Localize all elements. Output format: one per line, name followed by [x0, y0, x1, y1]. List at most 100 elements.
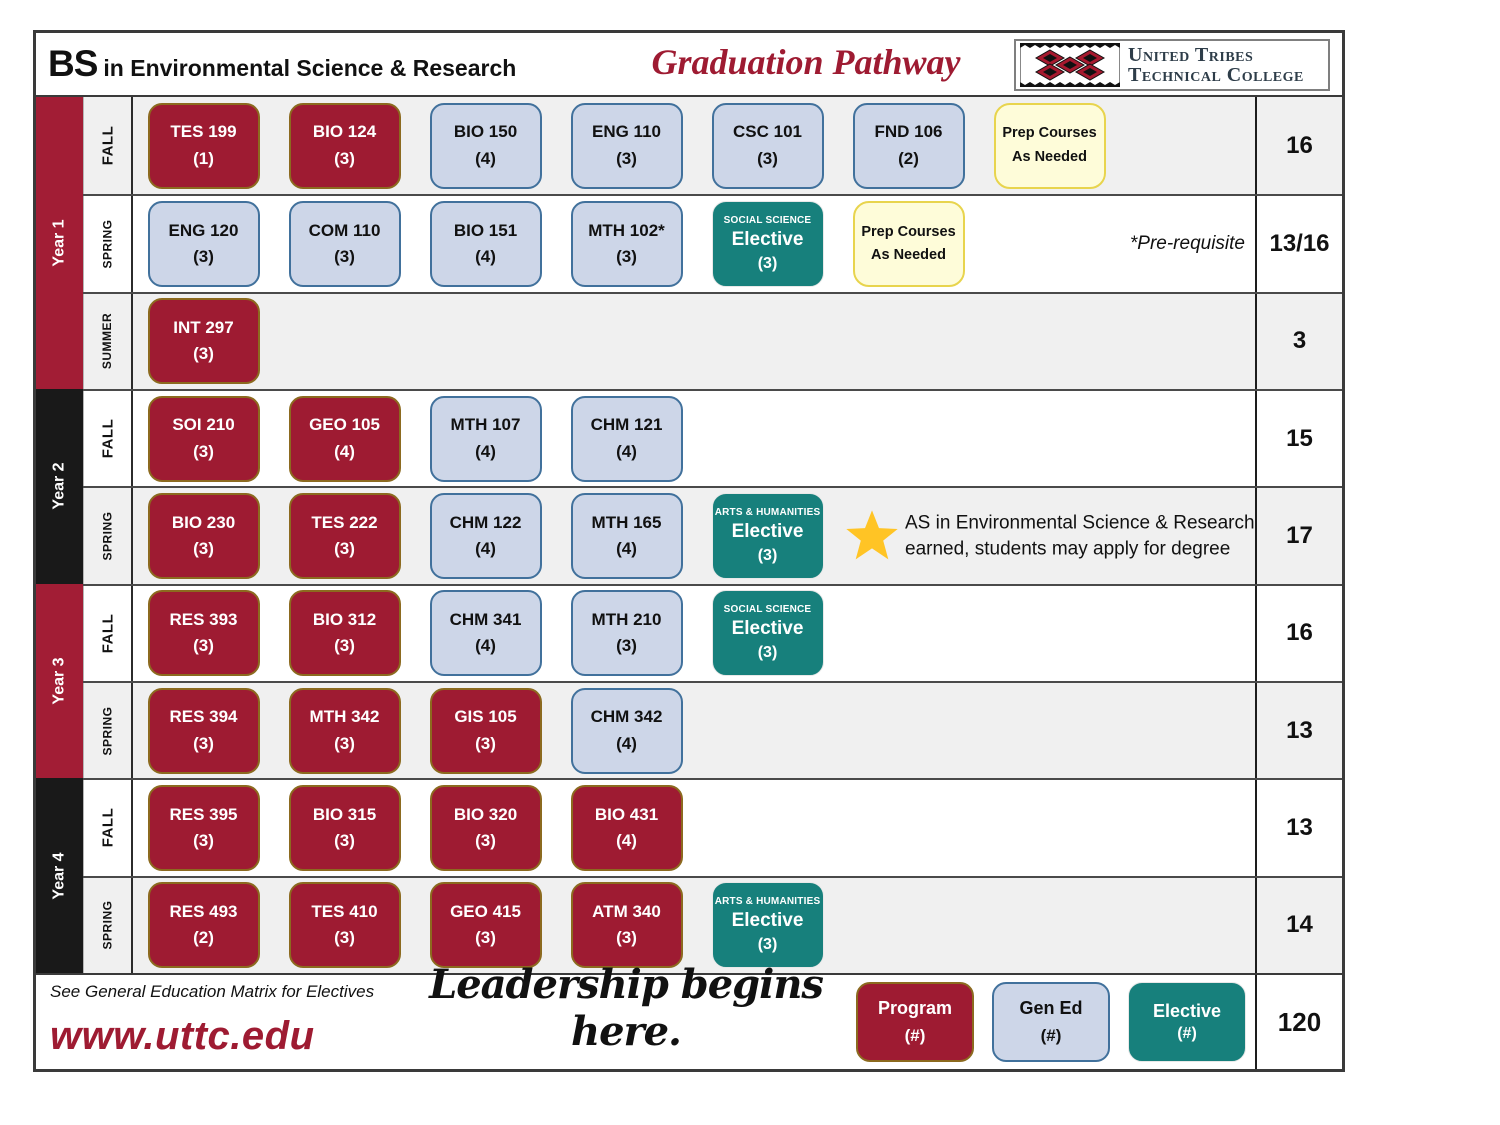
course-code: MTH 210 [591, 609, 662, 629]
course-card-mth-107: MTH 107 (4) [429, 395, 542, 482]
course-code: BIO 230 [171, 512, 236, 532]
course-card-chm-341: CHM 341 (4) [429, 590, 542, 677]
course-credits: (3) [616, 636, 637, 656]
uttc-logo-text: United Tribes Technical College [1128, 44, 1304, 86]
course-slot: TES 410 (3) [274, 878, 415, 973]
course-slot: ARTS & HUMANITIES Elective (3) [697, 878, 838, 973]
course-code: RES 394 [169, 707, 238, 727]
semester-label: SPRING [100, 706, 115, 756]
course-card-chm-342: CHM 342 (4) [570, 687, 683, 774]
course-area: RES 393 (3) BIO 312 (3) CHM 341 (4) MTH 210 (3)… [133, 586, 1255, 681]
course-credits: (3) [757, 148, 778, 168]
course-slot: BIO 230 (3) [133, 488, 274, 583]
course-slot: TES 199 (1) [133, 97, 274, 194]
course-slot: RES 393 (3) [133, 586, 274, 681]
semester-credit-total: 16 [1255, 97, 1342, 195]
course-code: ENG 110 [592, 122, 661, 142]
course-code: GEO 105 [309, 415, 380, 435]
course-slot: FND 106 (2) [838, 97, 979, 194]
footer: See General Education Matrix for Electiv… [36, 961, 1342, 1069]
semester-label: FALL [99, 418, 116, 459]
empty-slot [838, 586, 979, 681]
semester-label: FALL [99, 613, 116, 654]
course-card-tes-199: TES 199 (1) [147, 102, 260, 189]
course-credits: (4) [475, 441, 496, 461]
degree-abbrev: BS [48, 43, 98, 84]
prep-line-2: As Needed [1012, 148, 1087, 165]
course-code: CHM 121 [590, 415, 663, 435]
semester-cell: SUMMER [83, 293, 133, 389]
course-slot: MTH 342 (3) [274, 683, 415, 778]
course-slot: RES 395 (3) [133, 780, 274, 875]
semester-row-0: FALL TES 199 (1) BIO 124 (3) BIO 150 (4) ENG 11… [83, 97, 1342, 195]
course-credits: (4) [475, 636, 496, 656]
pathway-board: BS in Environmental Science & Research Gr… [33, 30, 1345, 1072]
course-slot: ARTS & HUMANITIES Elective (3) [697, 488, 838, 583]
website-link[interactable]: www.uttc.edu [50, 1014, 315, 1058]
course-credits: (3) [334, 733, 355, 753]
semester-cell: FALL [83, 391, 133, 487]
course-slot: ATM 340 (3) [556, 878, 697, 973]
course-card-csc-101: CSC 101 (3) [711, 102, 824, 189]
course-slot: BIO 320 (3) [415, 780, 556, 875]
course-code: SOI 210 [172, 415, 235, 435]
course-credits: (3) [334, 148, 355, 168]
semester-label: SPRING [100, 900, 115, 950]
course-credits: (3) [193, 733, 214, 753]
course-card-atm-340: ATM 340 (3) [570, 882, 683, 969]
elective-label: Elective [731, 618, 804, 640]
course-card-geo-105: GEO 105 (4) [288, 395, 401, 482]
course-card-mth-165: MTH 165 (4) [570, 492, 683, 579]
empty-slot [697, 683, 838, 778]
prep-line-1: Prep Courses [1002, 125, 1097, 142]
course-slot: SOCIAL SCIENCE Elective (3) [697, 196, 838, 291]
prep-line-1: Prep Courses [861, 223, 956, 240]
course-card-res-393: RES 393 (3) [147, 590, 260, 677]
course-code: MTH 342 [309, 707, 380, 727]
course-credits: (3) [193, 344, 214, 364]
course-code: BIO 431 [594, 804, 659, 824]
course-card-res-493: RES 493 (2) [147, 882, 260, 969]
semester-credit-total: 3 [1255, 293, 1342, 389]
course-credits: (3) [334, 830, 355, 850]
course-card-chm-122: CHM 122 (4) [429, 492, 542, 579]
course-code: BIO 312 [312, 609, 377, 629]
empty-slot [979, 683, 1120, 778]
course-card-bio-124: BIO 124 (3) [288, 102, 401, 189]
course-code: ATM 340 [592, 901, 661, 921]
logo-line-2: Technical College [1128, 64, 1304, 86]
course-code: MTH 165 [591, 512, 662, 532]
course-credits: (3) [334, 538, 355, 558]
course-slot: MTH 165 (4) [556, 488, 697, 583]
semester-label: SPRING [100, 219, 115, 269]
semester-row-1: SPRING ENG 120 (3) COM 110 (3) BIO 151 (4) MTH … [83, 194, 1342, 292]
legend: Program (#) Gen Ed (#) Elective (#) [856, 975, 1246, 1069]
course-card-int-297: INT 297 (3) [147, 298, 260, 385]
legend-credits: (#) [1177, 1025, 1197, 1043]
year-sidebar-year-4: Year 4 [36, 778, 83, 973]
elective-credits: (3) [757, 644, 778, 662]
empty-slot [838, 294, 979, 389]
empty-slot [415, 294, 556, 389]
course-card-bio-320: BIO 320 (3) [429, 784, 542, 871]
as-degree-note-line-1: AS in Environmental Science & Research [905, 512, 1255, 534]
semester-credit-total: 16 [1255, 585, 1342, 681]
course-card-bio-150: BIO 150 (4) [429, 102, 542, 189]
course-code: RES 493 [169, 901, 238, 921]
elective-label: Elective [731, 521, 804, 543]
course-code: RES 393 [169, 609, 238, 629]
course-code: BIO 315 [312, 804, 377, 824]
elective-credits: (3) [757, 254, 778, 272]
as-degree-note: AS in Environmental Science & Research ea… [905, 510, 1255, 561]
semester-credit-total: 14 [1255, 877, 1342, 973]
course-area: BIO 230 (3) TES 222 (3) CHM 122 (4) MTH 165 (4)… [133, 488, 1255, 583]
legend-label: Gen Ed [1019, 997, 1083, 1018]
course-code: CHM 342 [590, 707, 663, 727]
total-credits: 120 [1255, 975, 1342, 1069]
course-credits: (3) [193, 441, 214, 461]
empty-slot [979, 196, 1120, 291]
semester-row-4: SPRING BIO 230 (3) TES 222 (3) CHM 122 (4) MTH … [83, 486, 1342, 584]
course-slot: BIO 150 (4) [415, 97, 556, 194]
course-card-res-395: RES 395 (3) [147, 784, 260, 871]
